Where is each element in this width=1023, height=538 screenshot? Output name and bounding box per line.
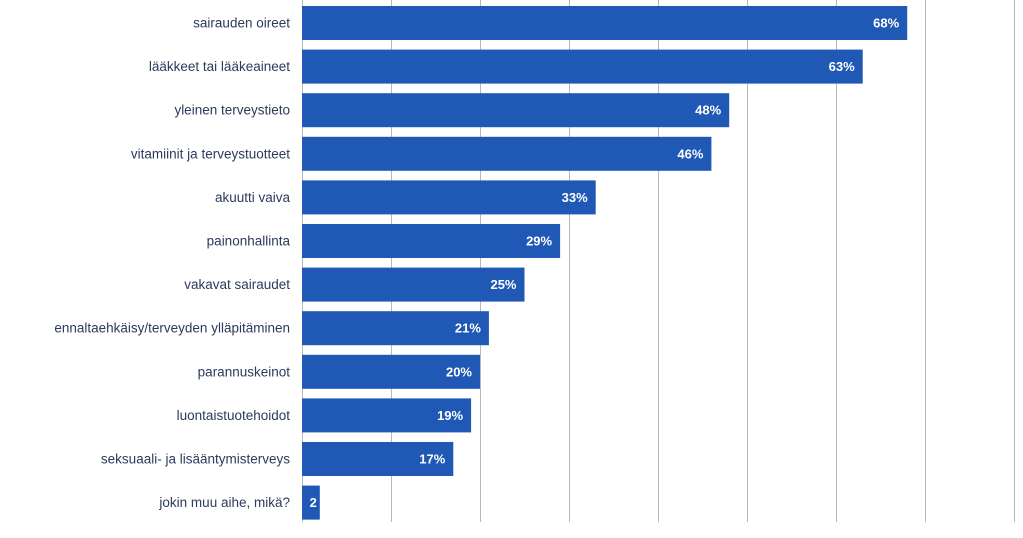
category-label: jokin muu aihe, mikä?	[158, 495, 290, 510]
category-labels: sairauden oireet lääkkeet tai lääkeaineet…	[54, 16, 290, 511]
bar	[302, 49, 863, 84]
category-label: sairauden oireet	[193, 16, 290, 31]
bar	[302, 93, 730, 128]
bar	[302, 136, 712, 171]
value-label: 19%	[437, 408, 463, 423]
category-label: seksuaali- ja lisääntymisterveys	[101, 452, 290, 467]
value-label: 33%	[562, 190, 588, 205]
category-label: parannuskeinot	[198, 364, 291, 379]
category-label: lääkkeet tai lääkeaineet	[149, 59, 290, 74]
bar	[302, 354, 480, 389]
value-label: 20%	[446, 364, 472, 379]
category-label: vitamiinit ja terveystuotteet	[131, 146, 290, 161]
value-labels: 68% 63% 48% 46% 33% 29% 25% 21% 20% 19% 17% 2	[310, 16, 900, 511]
bar	[302, 224, 561, 258]
value-label: 2	[310, 495, 317, 510]
category-label: yleinen terveystieto	[174, 103, 290, 118]
bar	[302, 267, 525, 302]
bar	[302, 442, 454, 476]
bar	[302, 311, 489, 346]
bars	[302, 6, 908, 520]
value-label: 29%	[526, 234, 552, 249]
value-label: 68%	[873, 16, 899, 31]
bar	[302, 180, 596, 215]
value-label: 48%	[695, 103, 721, 118]
category-label: luontaistuotehoidot	[177, 408, 291, 423]
category-label: ennaltaehkäisy/terveyden ylläpitäminen	[54, 321, 290, 336]
category-label: painonhallinta	[207, 234, 291, 249]
category-label: akuutti vaiva	[215, 190, 291, 205]
bar	[302, 398, 472, 433]
category-label: vakavat sairaudet	[184, 277, 290, 292]
bar	[302, 485, 320, 520]
value-label: 17%	[419, 452, 445, 467]
gridlines	[302, 0, 1015, 522]
value-label: 21%	[455, 321, 481, 336]
value-label: 63%	[829, 59, 855, 74]
value-label: 25%	[490, 277, 516, 292]
bar	[302, 6, 908, 40]
value-label: 46%	[677, 146, 703, 161]
